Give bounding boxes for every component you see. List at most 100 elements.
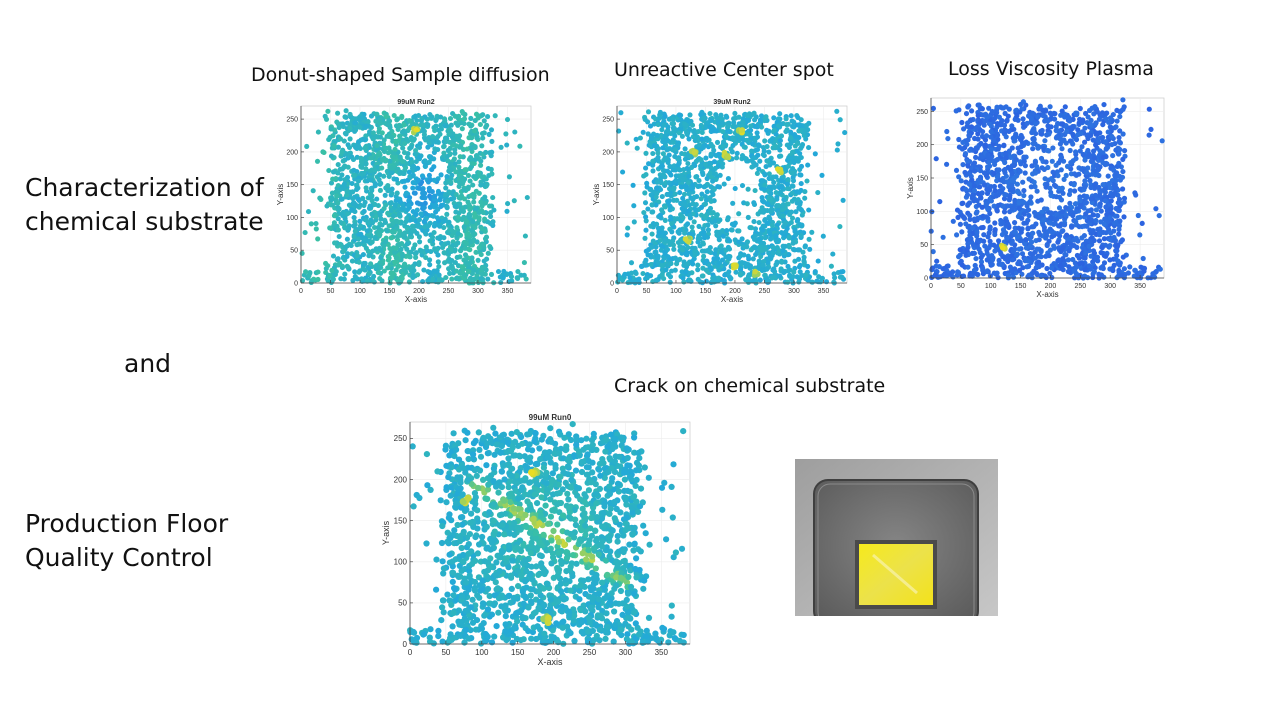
scatter-point [962, 151, 969, 157]
scatter-point [459, 208, 465, 214]
scatter-point [461, 224, 467, 230]
scatter-point [662, 133, 668, 139]
scatter-point [831, 279, 837, 285]
scatter-point [373, 214, 379, 220]
scatter-point [752, 233, 758, 239]
scatter-point [724, 227, 730, 234]
scatter-point [504, 208, 510, 214]
scatter-point [408, 144, 414, 150]
scatter-point [963, 111, 970, 117]
scatter-point [1035, 198, 1041, 204]
scatter-point [656, 230, 662, 236]
scatter-point [933, 156, 939, 162]
scatter-point [773, 233, 779, 239]
scatter-point [662, 237, 668, 243]
scatter-point [367, 168, 373, 174]
scatter-point [361, 170, 367, 177]
scatter-point [795, 217, 801, 223]
scatter-point [697, 183, 703, 189]
scatter-point [765, 259, 771, 265]
scatter-point [479, 225, 485, 231]
scatter-point [347, 111, 353, 117]
scatter-point [792, 227, 798, 233]
scatter-point [725, 123, 731, 129]
scatter-point [785, 279, 791, 285]
scatter-point [653, 202, 659, 208]
scatter-point [341, 185, 347, 192]
scatter-point [762, 272, 768, 278]
scatter-point [797, 269, 803, 275]
scatter-point [768, 236, 774, 242]
scatter-point [763, 114, 769, 120]
scatter-point [369, 198, 375, 204]
scatter-point [743, 277, 749, 283]
scatter-point [726, 269, 732, 275]
scatter-point [467, 205, 473, 211]
scatter-point [689, 122, 696, 128]
scatter-point [648, 135, 654, 141]
scatter-point [675, 229, 681, 235]
scatter-point [660, 151, 666, 157]
scatter-point [448, 161, 454, 167]
scatter-point [796, 256, 802, 262]
scatter-point [400, 231, 406, 237]
scatter-point [1023, 220, 1029, 226]
scatter-point [788, 113, 794, 119]
scatter-point [450, 228, 456, 234]
scatter-point [989, 108, 995, 115]
scatter-point [669, 220, 675, 227]
scatter-point [657, 212, 663, 218]
scatter-point [432, 128, 438, 134]
scatter-point [457, 179, 463, 186]
scatter-point [643, 227, 649, 233]
scatter-point [965, 137, 971, 143]
scatter-point [354, 276, 360, 282]
scatter-point [979, 190, 985, 196]
scatter-point [473, 249, 479, 255]
scatter-point [313, 226, 319, 232]
scatter-point [350, 156, 357, 163]
scatter-point [768, 191, 774, 197]
scatter-point [685, 160, 691, 167]
scatter-point [994, 174, 1000, 180]
scatter-point [650, 162, 656, 168]
scatter-point [692, 138, 698, 144]
scatter-point [438, 172, 444, 178]
y-tick-label: 100 [602, 215, 614, 222]
scatter-point [394, 176, 400, 182]
hotspot-point [724, 153, 731, 159]
scatter-point [795, 141, 801, 147]
scatter-point [731, 119, 737, 126]
scatter-point [459, 175, 465, 181]
scatter-point [485, 276, 491, 282]
scatter-point [352, 120, 359, 126]
scatter-point [766, 229, 772, 235]
scatter-point [390, 154, 396, 160]
scatter-point [481, 241, 487, 248]
scatter-point [760, 178, 766, 184]
scatter-point [472, 145, 478, 151]
scatter-point [689, 182, 695, 188]
scatter-point [390, 221, 396, 227]
scatter-point [963, 252, 969, 258]
scatter-point [1140, 255, 1146, 262]
scatter-point [762, 182, 768, 188]
scatter-point [335, 170, 341, 176]
scatter-point [749, 164, 755, 170]
scatter-point [1012, 220, 1018, 226]
scatter-point [408, 249, 414, 255]
scatter-point [329, 194, 335, 201]
scatter-point [996, 257, 1002, 263]
scatter-point [769, 176, 775, 182]
scatter-point [744, 201, 750, 207]
scatter-point [457, 270, 463, 276]
scatter-point [468, 193, 474, 199]
scatter-point [732, 237, 738, 243]
scatter-point [1067, 118, 1073, 124]
scatter-point [474, 152, 480, 159]
scatter-point [385, 210, 391, 216]
scatter-point [504, 142, 510, 148]
scatter-point [325, 263, 331, 269]
scatter-point [381, 243, 387, 249]
scatter-point [777, 111, 783, 117]
